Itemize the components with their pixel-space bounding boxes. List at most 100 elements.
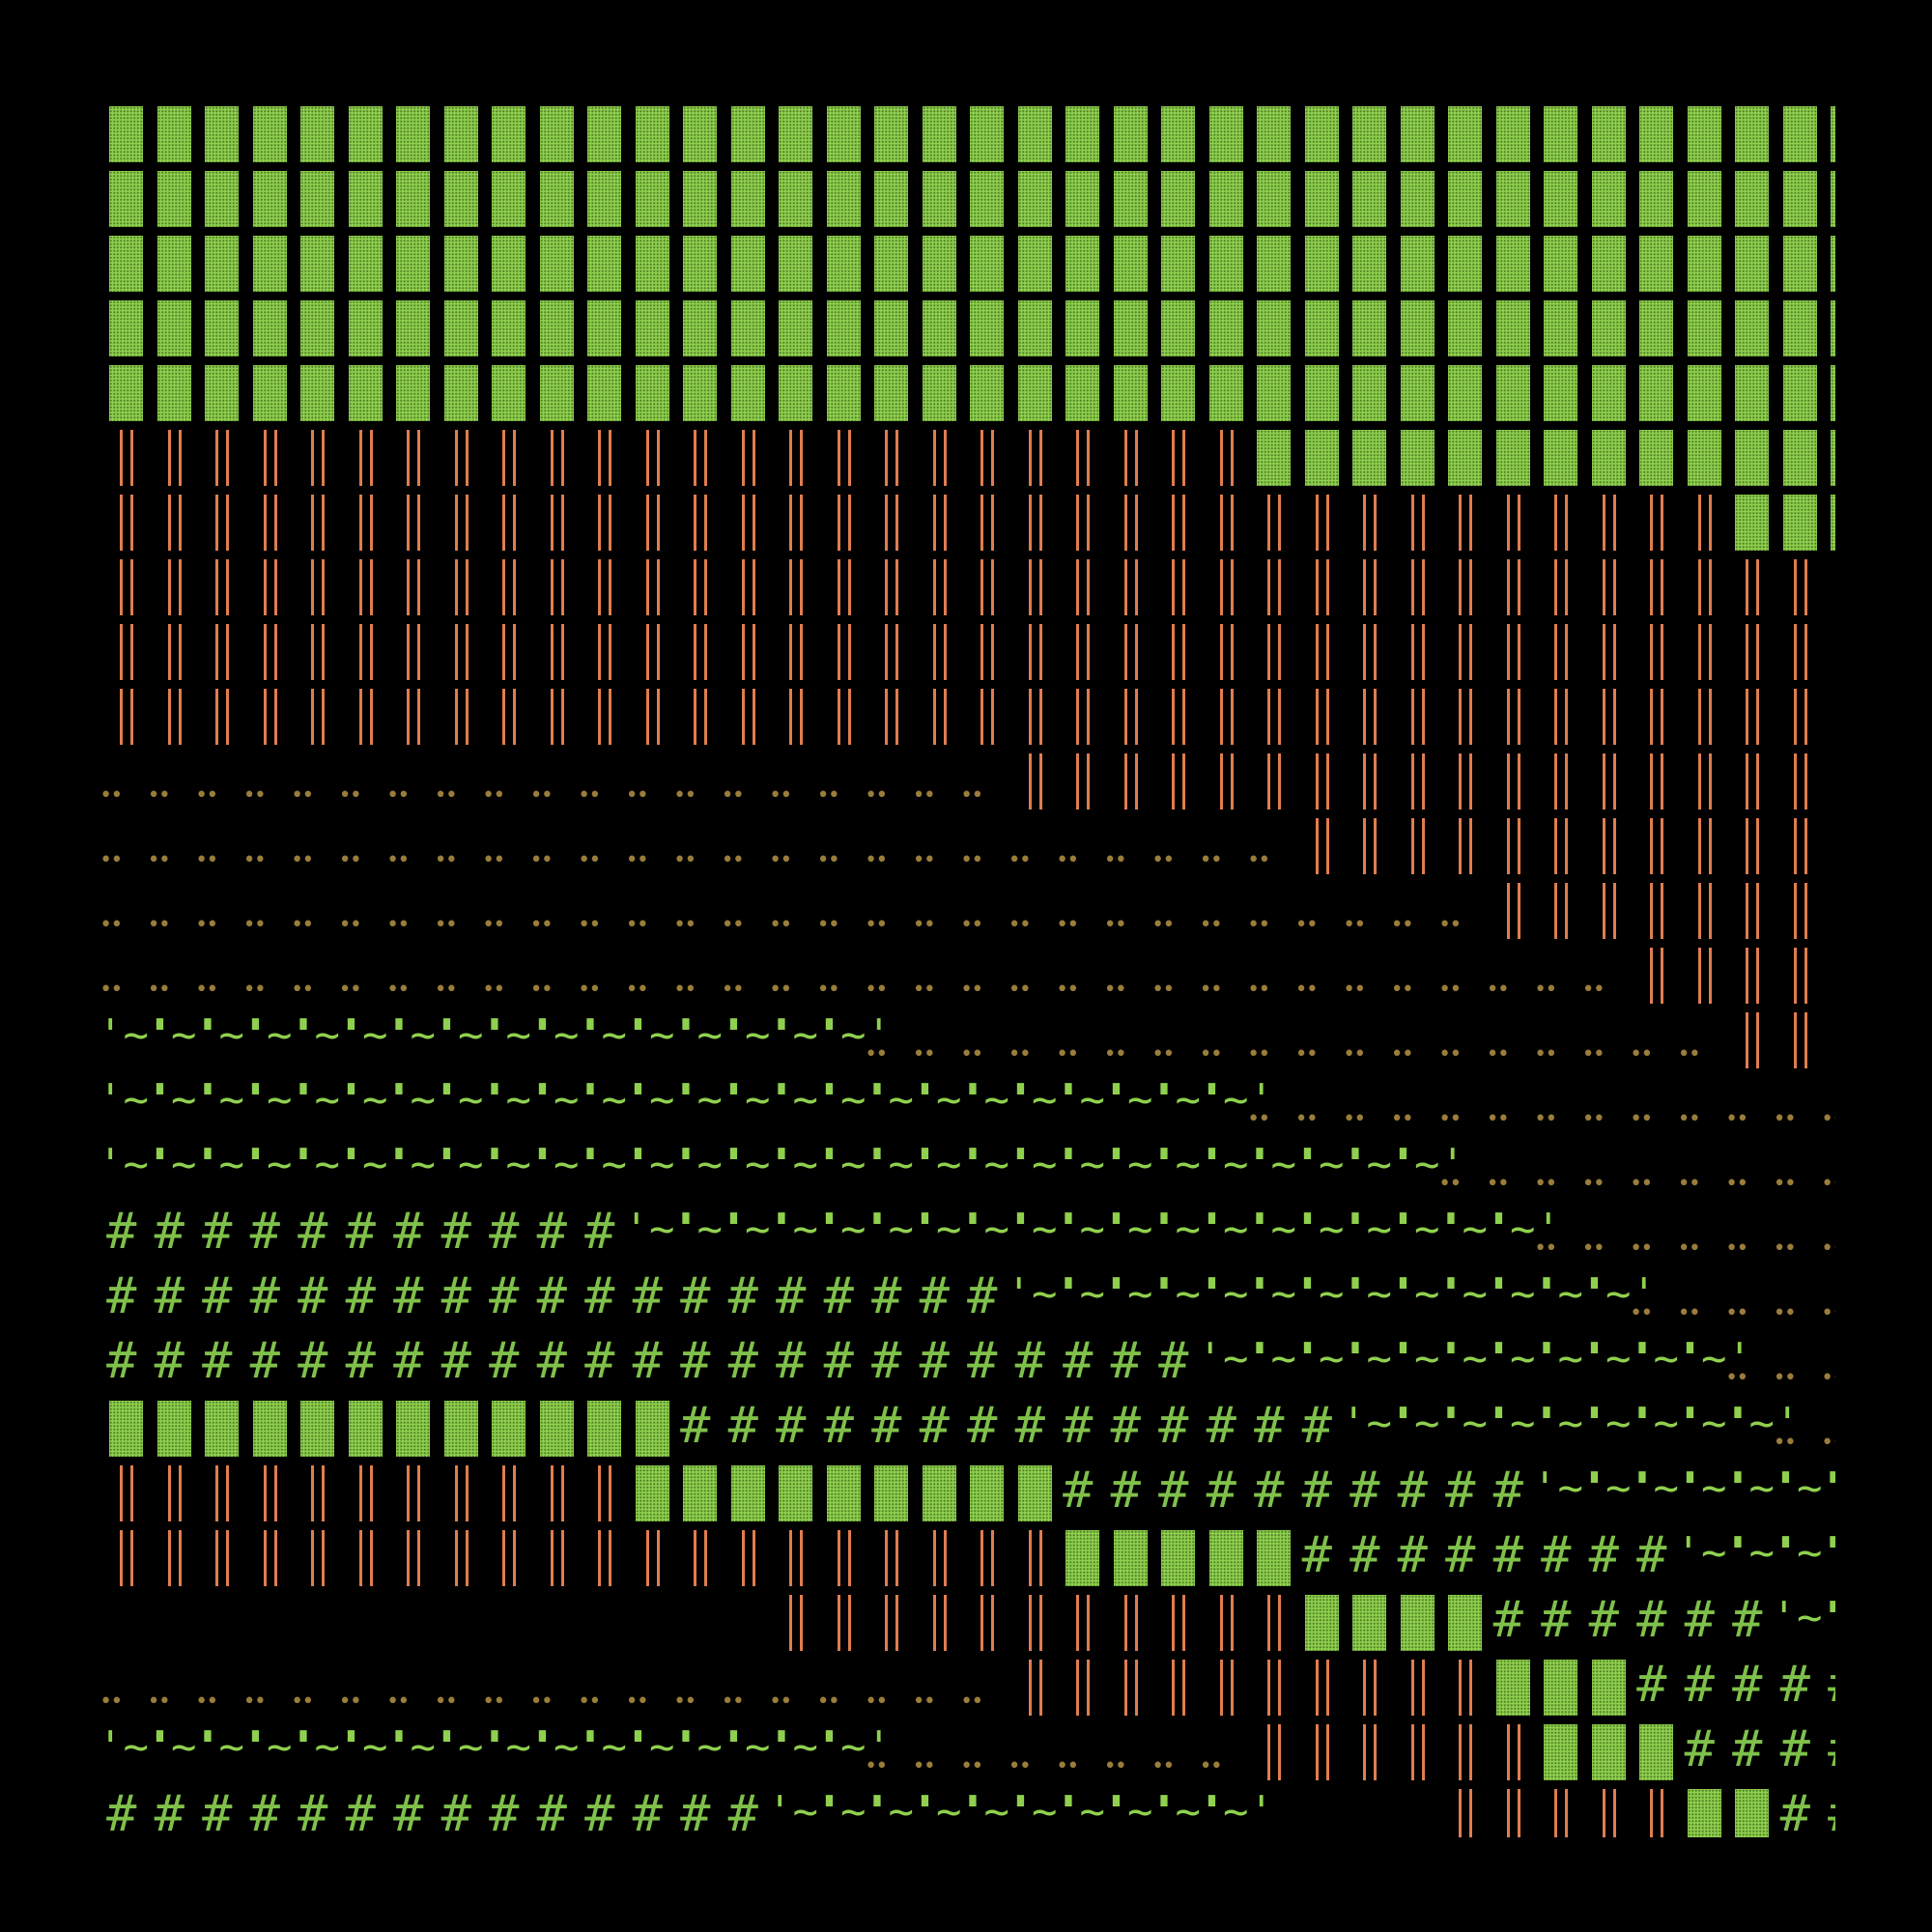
fence-post-icon: [1076, 430, 1091, 486]
fence-tile: [98, 683, 146, 748]
fence-tile: [1341, 748, 1389, 812]
grass-tile: [1389, 424, 1437, 489]
fence-post-icon: [1459, 1660, 1473, 1716]
water-wave-tile: '~': [1341, 1330, 1417, 1395]
dirt-dots-icon: ••: [1008, 1042, 1032, 1066]
hash-icon: #: [1110, 1332, 1141, 1390]
hash-tile: #: [1819, 1783, 1835, 1837]
grass-tile: [1628, 295, 1676, 359]
dirt-dots-icon: ••: [99, 913, 123, 937]
grass-block-icon: [539, 236, 574, 292]
grass-tile: [815, 359, 864, 424]
wave-icon: '~': [1197, 1334, 1274, 1383]
grass-block-icon: [1544, 1724, 1577, 1780]
wave-icon: '~': [432, 1075, 509, 1124]
water-wave-tile: '~': [576, 1136, 652, 1201]
grass-block-icon: [730, 1465, 765, 1521]
dirt-tile: ••: [624, 1654, 672, 1719]
wave-icon: '~': [527, 1010, 605, 1060]
hash-tile: #: [767, 1330, 815, 1395]
fence-post-icon: [1315, 559, 1330, 615]
wave-icon: '~': [958, 1075, 1036, 1124]
map-row: '~' '~' '~' '~' '~' '~' '~' '~' '~' '~' '~' '~' '~' '…: [98, 1007, 1835, 1071]
wave-icon: '~': [576, 1722, 653, 1772]
hash-tile: #: [720, 1783, 768, 1837]
dirt-tile: ••: [958, 1719, 1007, 1783]
hash-tile: #: [528, 1783, 577, 1837]
grass-block-icon: [492, 171, 526, 227]
wave-icon: '~': [1388, 1140, 1465, 1189]
fence-tile: [1150, 489, 1198, 554]
fence-tile: [1580, 489, 1629, 554]
empty-tile: [1819, 812, 1835, 877]
hash-tile: #: [958, 1265, 1007, 1330]
grass-tile: [1723, 100, 1772, 165]
hash-tile: #: [1676, 1719, 1724, 1783]
fence-tile: [1772, 1007, 1820, 1071]
hash-icon: #: [1445, 1462, 1476, 1520]
fence-tile: [958, 424, 1007, 489]
hash-tile: #: [1485, 1460, 1533, 1524]
dirt-dots-icon: ••: [769, 783, 792, 808]
grass-block-icon: [1257, 300, 1291, 356]
fence-post-icon: [120, 1530, 134, 1586]
fence-post-icon: [1028, 624, 1043, 680]
hash-tile: #: [193, 1265, 242, 1330]
dirt-dots-icon: ••: [1486, 1107, 1510, 1131]
dirt-tile: ••: [624, 748, 672, 812]
fence-tile: [1485, 1719, 1533, 1783]
hash-icon: #: [1014, 1332, 1045, 1390]
hash-icon: #: [1254, 1397, 1285, 1455]
hash-icon: #: [1206, 1462, 1236, 1520]
hash-icon: #: [1636, 1591, 1667, 1649]
grass-tile: [624, 230, 672, 295]
dirt-dots-icon: ••: [1486, 978, 1510, 1002]
water-wave-tile: '~': [193, 1007, 270, 1071]
fence-post-icon: [1076, 753, 1091, 810]
fence-post-icon: [263, 430, 278, 486]
dirt-dots-icon: ••: [147, 1690, 171, 1714]
grass-tile: [1772, 359, 1820, 424]
wave-icon: '~': [1101, 1140, 1179, 1189]
fence-tile: [1007, 554, 1055, 618]
grass-tile: [958, 100, 1007, 165]
fence-tile: [146, 618, 194, 683]
fence-post-icon: [598, 1465, 612, 1521]
dirt-tile: ••: [1293, 1071, 1342, 1136]
hash-icon: #: [393, 1332, 424, 1390]
grass-tile: [1819, 230, 1835, 295]
dirt-tile: ••: [1628, 1201, 1676, 1265]
fence-post-icon: [837, 495, 852, 551]
hash-icon: #: [440, 1203, 471, 1261]
grass-tile: [1436, 100, 1485, 165]
fence-post-icon: [1506, 753, 1521, 810]
grass-tile: [1532, 1654, 1580, 1719]
grass-block-icon: [156, 365, 191, 421]
fence-tile: [289, 618, 337, 683]
dirt-dots-icon: ••: [1534, 1236, 1557, 1261]
hash-icon: #: [202, 1332, 233, 1390]
wave-icon: '~': [1388, 1205, 1465, 1254]
fence-post-icon: [1793, 753, 1808, 810]
hash-icon: #: [1158, 1462, 1189, 1520]
hash-icon: #: [1819, 1658, 1835, 1712]
fence-post-icon: [741, 559, 756, 615]
dirt-dots-icon: ••: [1773, 1107, 1797, 1131]
water-wave-tile: '~': [1054, 1136, 1130, 1201]
fence-tile: [528, 1524, 577, 1589]
fence-tile: [1389, 618, 1437, 683]
dirt-dots-icon: ••: [147, 913, 171, 937]
grass-block-icon: [1017, 106, 1052, 162]
fence-tile: [337, 1460, 385, 1524]
fence-post-icon: [694, 1530, 708, 1586]
dirt-dots-icon: ••: [625, 848, 649, 872]
hash-tile: #: [1293, 1524, 1342, 1589]
grass-block-icon: [779, 106, 812, 162]
water-wave-tile: '~': [527, 1007, 605, 1071]
water-wave-tile: '~': [289, 1007, 365, 1071]
fence-tile: [1628, 554, 1676, 618]
fence-post-icon: [502, 430, 517, 486]
fence-post-icon: [1315, 689, 1330, 745]
map-row: '~' '~' '~' '~' '~' '~' '~' '~' '~' '~' '~' '~' '~' '…: [98, 1136, 1835, 1201]
fence-post-icon: [1459, 1724, 1473, 1780]
